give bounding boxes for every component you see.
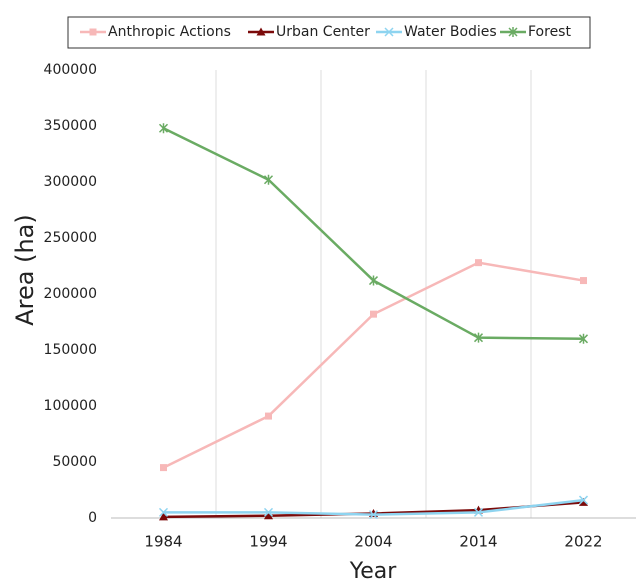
marker <box>368 275 379 286</box>
marker <box>158 507 169 517</box>
y-tick-label: 100000 <box>44 398 97 414</box>
x-tick-label: 2004 <box>354 533 392 551</box>
y-tick-label: 0 <box>88 510 97 526</box>
marker <box>473 507 484 517</box>
line <box>162 127 584 341</box>
legend-label: Water Bodies <box>404 24 497 40</box>
marker <box>473 332 484 343</box>
legend-label: Forest <box>528 24 571 40</box>
x-tick-label: 2014 <box>459 533 497 551</box>
marker <box>264 511 273 520</box>
legend-label: Urban Center <box>276 24 370 40</box>
marker <box>579 497 588 506</box>
marker <box>384 27 394 37</box>
marker <box>256 27 266 36</box>
marker <box>508 27 518 37</box>
x-axis-label: Year <box>349 559 398 584</box>
y-tick-label: 200000 <box>44 286 97 302</box>
y-tick-label: 150000 <box>44 342 97 358</box>
marker <box>158 123 169 134</box>
marker <box>263 507 274 517</box>
y-tick-label: 400000 <box>44 62 97 78</box>
line <box>162 261 584 469</box>
marker <box>370 310 377 318</box>
marker <box>160 464 167 472</box>
marker <box>578 495 589 505</box>
legend-label: Anthropic Actions <box>108 24 231 40</box>
marker <box>265 412 272 420</box>
y-axis-label: Area (ha) <box>11 214 39 326</box>
marker <box>368 510 379 520</box>
marker <box>580 277 587 285</box>
marker <box>159 512 168 521</box>
marker <box>263 174 274 185</box>
y-tick-label: 300000 <box>44 174 97 190</box>
x-tick-label: 2022 <box>564 533 602 551</box>
y-tick-label: 50000 <box>52 454 97 470</box>
x-tick-label: 1984 <box>144 533 182 551</box>
marker <box>578 333 589 344</box>
x-tick-label: 1994 <box>249 533 287 551</box>
y-tick-label: 350000 <box>44 118 97 134</box>
marker <box>89 28 97 36</box>
y-tick-label: 250000 <box>44 230 97 246</box>
marker <box>475 259 482 267</box>
